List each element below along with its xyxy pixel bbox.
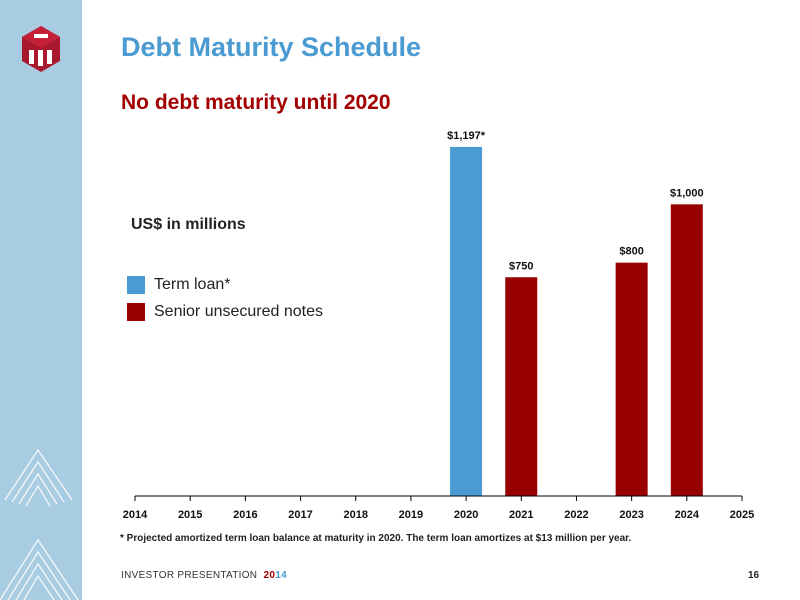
chart-legend: Term loan* Senior unsecured notes <box>127 275 323 329</box>
x-tick-label-2016: 2016 <box>233 509 257 521</box>
x-tick-label-2022: 2022 <box>564 509 588 521</box>
units-label: US$ in millions <box>131 216 246 233</box>
data-label-2024: $1,000 <box>670 187 704 199</box>
sidebar <box>0 0 82 600</box>
footer-year-part2: 14 <box>275 570 287 581</box>
legend-item-senior-notes: Senior unsecured notes <box>127 302 323 322</box>
bar-2021 <box>505 277 538 496</box>
x-tick-label-2014: 2014 <box>123 509 148 521</box>
x-tick-label-2015: 2015 <box>178 509 202 521</box>
footer-label-text: INVESTOR PRESENTATION <box>121 570 258 581</box>
slide-subtitle: No debt maturity until 2020 <box>121 91 391 114</box>
decorative-chevrons-icon <box>0 448 79 600</box>
legend-label-term-loan: Term loan* <box>154 276 231 293</box>
bar-2023 <box>615 262 648 496</box>
footer-year-part1: 20 <box>263 570 276 581</box>
x-tick-label-2023: 2023 <box>619 509 643 521</box>
footer-label: INVESTOR PRESENTATION 2014 <box>121 570 287 581</box>
bar-2020 <box>450 146 483 496</box>
legend-label-senior-notes: Senior unsecured notes <box>154 303 323 320</box>
legend-swatch-term-loan <box>127 276 145 294</box>
x-tick-label-2024: 2024 <box>675 509 700 521</box>
footer-year: 2014 <box>264 570 287 581</box>
x-tick-label-2025: 2025 <box>730 509 754 521</box>
bar-2024 <box>670 204 703 497</box>
x-tick-label-2020: 2020 <box>454 509 478 521</box>
company-logo-icon <box>22 26 60 72</box>
page-number: 16 <box>748 570 760 581</box>
chart-footnote: * Projected amortized term loan balance … <box>120 533 632 544</box>
legend-swatch-senior-notes <box>127 303 145 321</box>
x-tick-label-2019: 2019 <box>399 509 423 521</box>
slide-title: Debt Maturity Schedule <box>121 32 422 62</box>
data-label-2020: $1,197* <box>447 130 486 142</box>
x-tick-label-2021: 2021 <box>509 509 533 521</box>
legend-item-term-loan: Term loan* <box>127 275 323 295</box>
x-tick-label-2017: 2017 <box>288 509 312 521</box>
x-tick-label-2018: 2018 <box>343 509 367 521</box>
data-label-2021: $750 <box>509 260 533 272</box>
data-label-2023: $800 <box>619 246 643 258</box>
